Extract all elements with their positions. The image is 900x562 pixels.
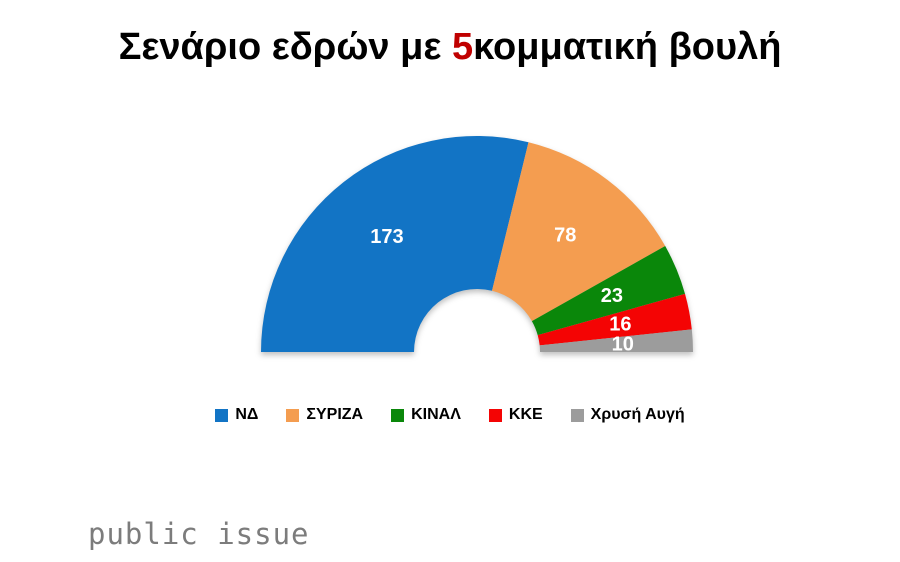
legend-marker-icon: [570, 408, 584, 422]
chart-slice-2: [492, 142, 666, 322]
slice-value-label: 78: [554, 225, 576, 247]
legend-marker-icon: [391, 408, 405, 422]
legend-item-3: ΚΙΝΑΛ: [391, 406, 461, 424]
chart-title: Σενάριο εδρών με 5κομματική βουλή: [0, 26, 900, 69]
legend-marker-icon: [215, 408, 229, 422]
legend-label: ΚΙΝΑΛ: [411, 406, 461, 423]
chart-legend: ΝΔ ΣΥΡΙΖΑ ΚΙΝΑΛ ΚΚΕ Χρυσή Αυγή: [0, 406, 900, 424]
title-text-right: κομματική βουλή: [473, 26, 782, 68]
chart-slice-4: [537, 293, 692, 346]
legend-item-1: ΝΔ: [215, 406, 258, 424]
brand-logo: public issue: [88, 517, 310, 551]
legend-marker-icon: [286, 408, 300, 422]
legend-item-5: Χρυσή Αυγή: [570, 406, 685, 424]
chart-slice-3: [531, 246, 685, 336]
legend-label: Χρυσή Αυγή: [590, 406, 685, 423]
title-highlight: 5: [451, 26, 474, 68]
chart-slice-5: [539, 329, 693, 352]
title-text-left: Σενάριο εδρών με: [118, 26, 452, 68]
slice-value-label: 173: [370, 226, 403, 248]
chart-slice-1: [261, 135, 529, 352]
legend-item-2: ΣΥΡΙΖΑ: [286, 406, 363, 424]
legend-label: ΣΥΡΙΖΑ: [306, 406, 364, 423]
slice-value-label: 10: [612, 333, 634, 355]
slice-value-label: 16: [609, 314, 631, 336]
legend-label: ΚΚΕ: [508, 406, 543, 423]
legend-item-4: ΚΚΕ: [488, 406, 543, 424]
legend-marker-icon: [488, 408, 502, 422]
legend-label: ΝΔ: [235, 406, 259, 423]
slice-value-label: 23: [601, 285, 623, 307]
